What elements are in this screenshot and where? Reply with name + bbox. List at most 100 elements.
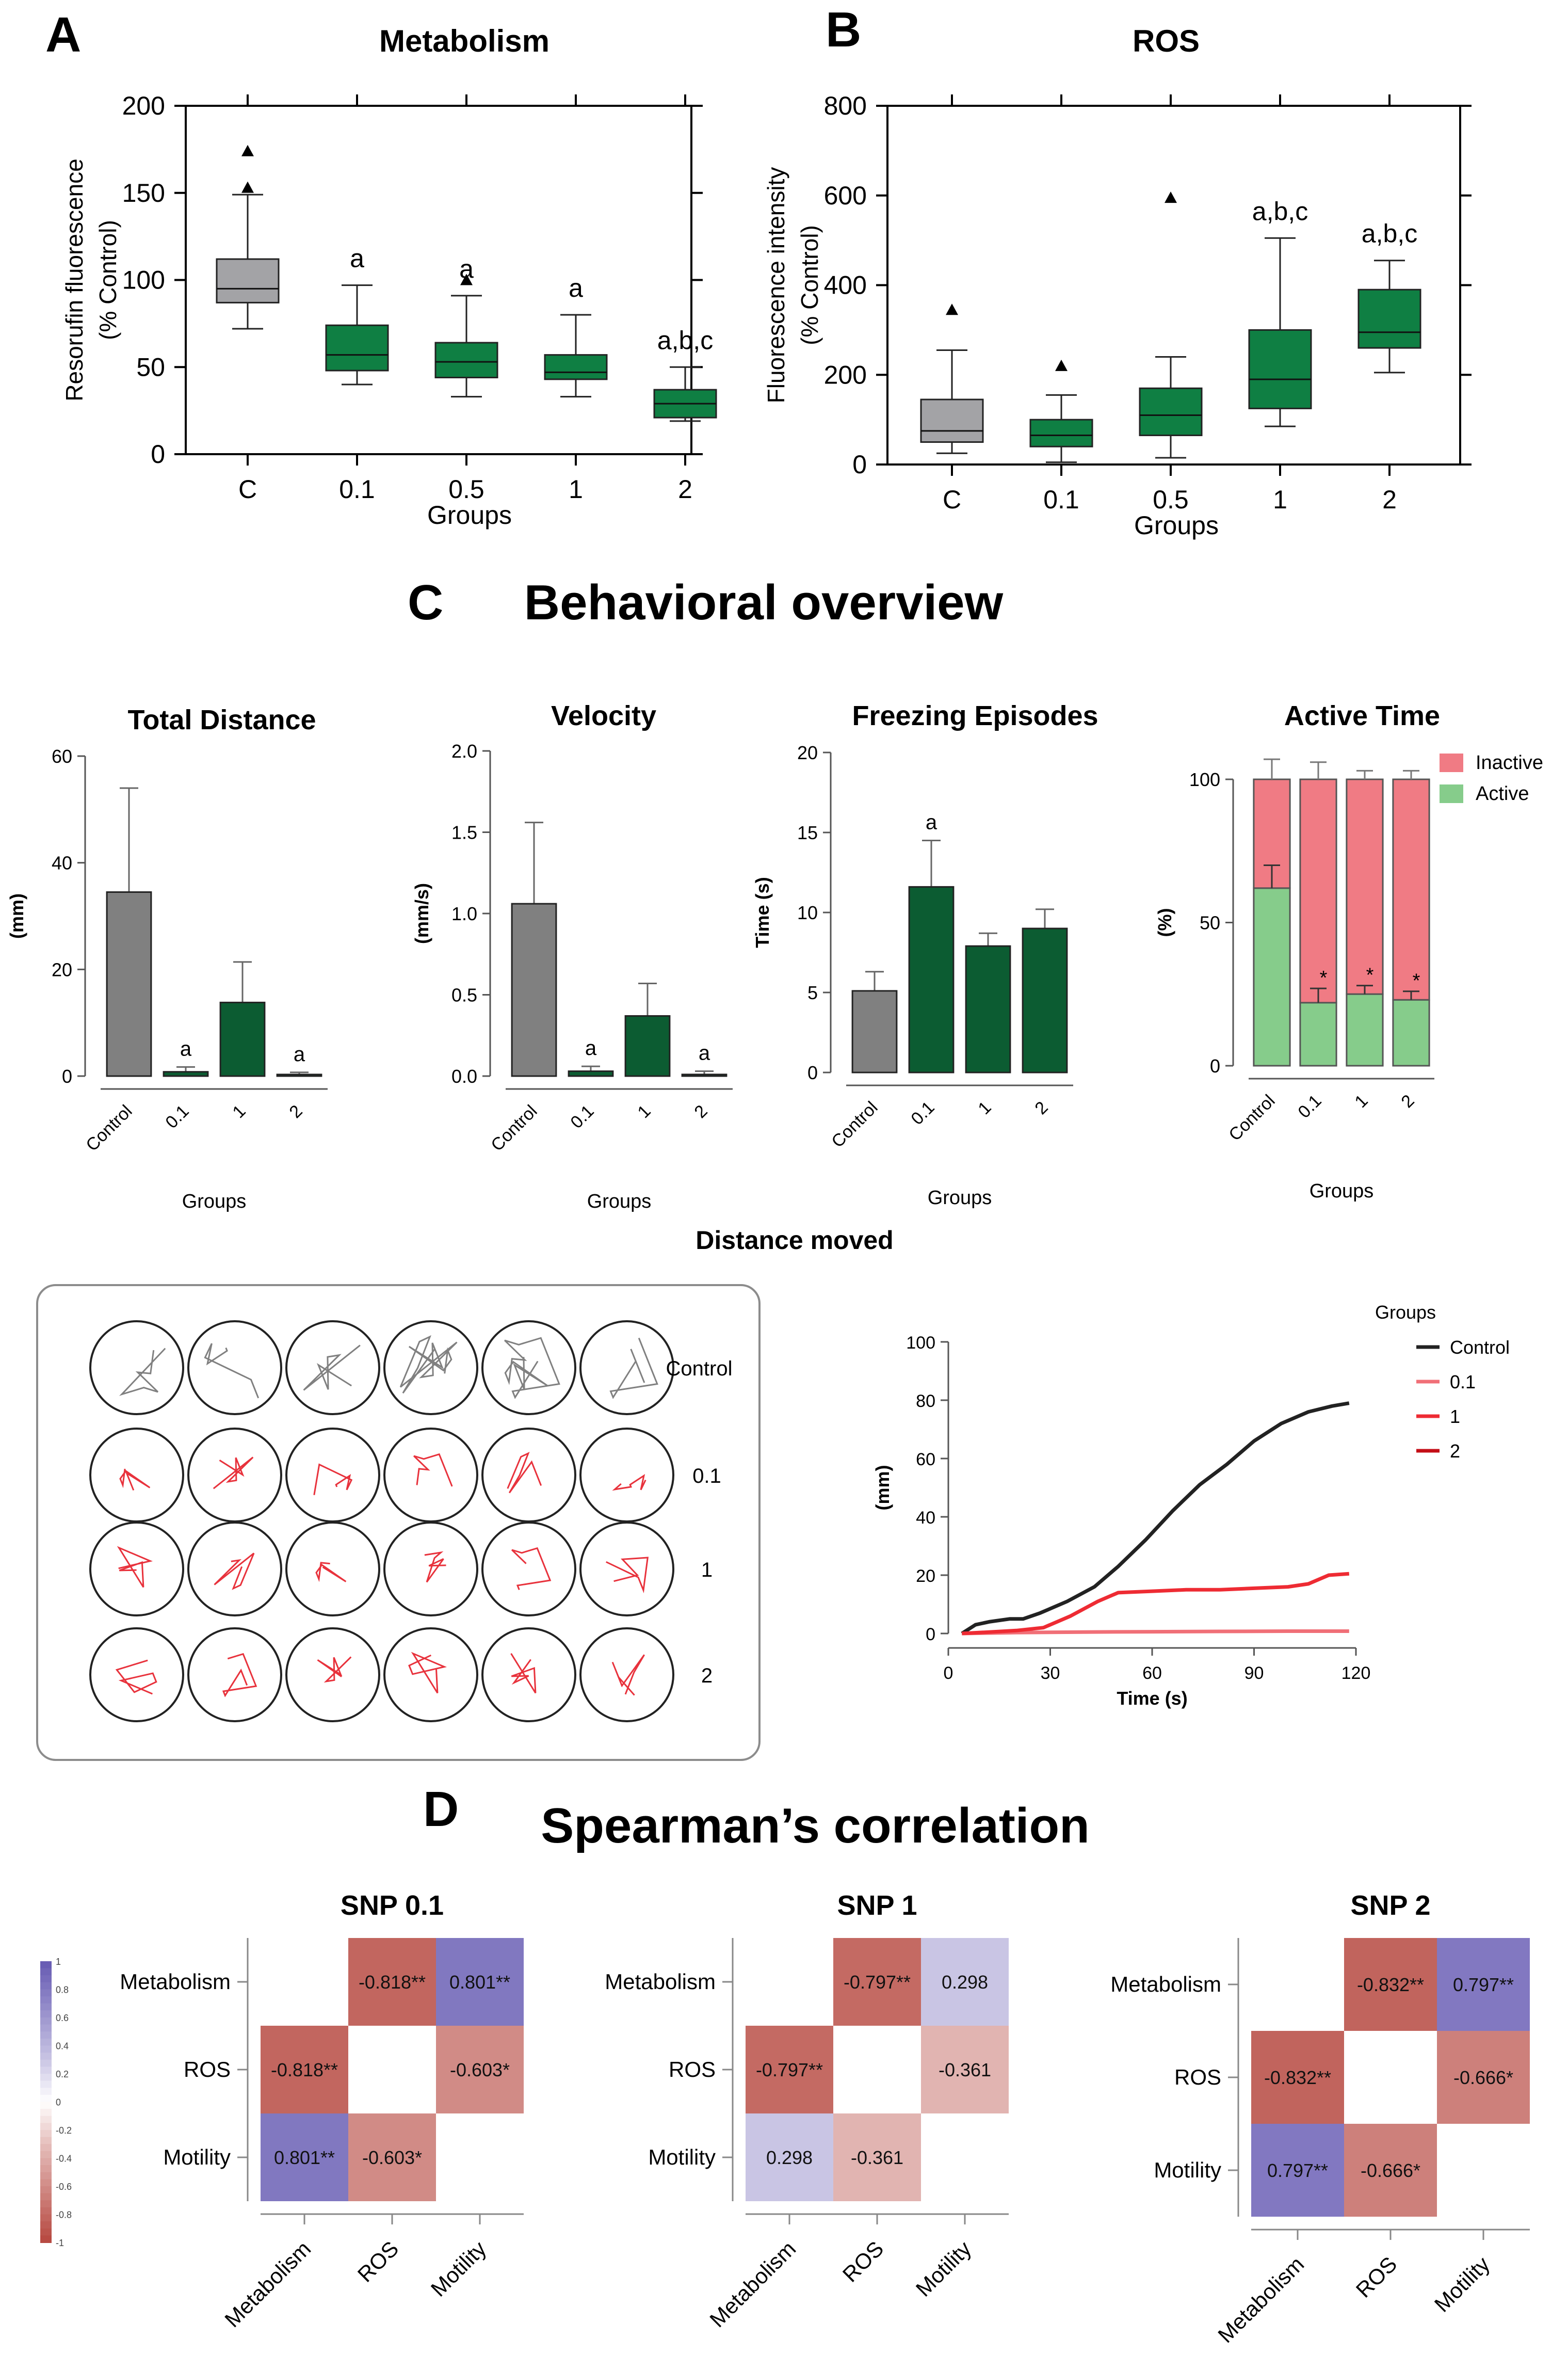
x-tick-label: 1 xyxy=(229,1101,249,1122)
significance-label: a,b,c xyxy=(1362,219,1417,248)
colorbar-segment xyxy=(40,2080,52,2089)
total-distance-bar-chart: Total Distance 0 20 40 60 (mm) Control a 0.1 1 a 2 G… xyxy=(6,704,328,1212)
heatmap-value: -0.818** xyxy=(359,1972,426,1993)
y-tick-label: 400 xyxy=(824,271,867,300)
x-tick-label: 2 xyxy=(285,1101,306,1122)
colorbar-segment xyxy=(40,1989,52,1997)
bar xyxy=(511,903,557,1077)
chart-title: ROS xyxy=(1133,24,1200,58)
freezing-episodes-bar-chart: Freezing Episodes 0 5 10 15 20 Time (s) Control… xyxy=(752,700,1098,1209)
x-tick-label: 30 xyxy=(1041,1663,1060,1683)
row-label: Metabolism xyxy=(605,1969,716,1994)
x-tick-label: 2 xyxy=(678,475,692,504)
x-tick-label: 0.1 xyxy=(567,1101,597,1132)
y-tick-label: 15 xyxy=(797,822,818,843)
x-axis-label: Groups xyxy=(1310,1180,1374,1202)
col-label: ROS xyxy=(353,2236,403,2287)
metabolism-box-plot: Metabolism 0 50 100 150 200 C 0.1 a 0.5 a 1 a 2 a,b,c G… xyxy=(61,24,717,530)
distance-moved-title: Distance moved xyxy=(696,1226,893,1255)
colorbar-segment xyxy=(40,2200,52,2208)
y-tick-label: 150 xyxy=(122,179,165,207)
heatmap-cell xyxy=(436,2113,524,2201)
heatmap-value: -0.361 xyxy=(851,2147,903,2168)
y-tick-label: 2.0 xyxy=(451,741,477,762)
arena-circle xyxy=(481,1627,576,1722)
x-axis-label: Groups xyxy=(427,501,512,530)
x-tick-label: 0.5 xyxy=(1153,485,1189,514)
significance-label: a xyxy=(926,811,937,834)
colorbar-segment xyxy=(40,2172,52,2180)
swim-track xyxy=(510,1653,537,1694)
heatmap-cell xyxy=(1344,2031,1437,2124)
swim-track xyxy=(511,1547,552,1590)
swim-track xyxy=(612,1473,646,1491)
box-iqr xyxy=(325,324,389,372)
colorbar-segment xyxy=(40,2074,52,2081)
colorbar-segment xyxy=(40,2144,52,2152)
colorbar-segment xyxy=(40,2024,52,2032)
row-label: Metabolism xyxy=(1110,1972,1221,1996)
significance-label: a xyxy=(699,1042,710,1065)
heatmap-cell xyxy=(746,2113,833,2201)
outlier-marker xyxy=(946,303,958,315)
colorbar-tick-label: 1 xyxy=(56,1957,61,1967)
y-axis-label: (%) xyxy=(1154,908,1175,937)
x-tick-label: 0.1 xyxy=(339,475,375,504)
heatmap-value: -0.797** xyxy=(756,2059,823,2080)
box-iqr xyxy=(920,398,984,443)
y-tick-label: 50 xyxy=(1200,912,1220,934)
row-label: ROS xyxy=(1174,2065,1221,2089)
panel-c-title: Behavioral overview xyxy=(524,575,1004,630)
colorbar-segment xyxy=(40,2130,52,2138)
y-axis-label-unit: (% Control) xyxy=(796,225,823,345)
heatmap-cell xyxy=(1344,1938,1437,2031)
colorbar-segment xyxy=(40,2207,52,2215)
swim-track xyxy=(222,1653,257,1697)
col-label: ROS xyxy=(838,2236,888,2287)
arena-circle xyxy=(579,1320,674,1415)
heatmap-cell xyxy=(436,2026,524,2113)
x-tick-label: 0 xyxy=(944,1663,953,1683)
significance-label: a xyxy=(180,1037,192,1060)
col-label: Motility xyxy=(426,2236,491,2301)
y-tick-label: 0 xyxy=(1210,1055,1220,1077)
y-tick-label: 800 xyxy=(824,91,867,120)
heatmap-value: -0.361 xyxy=(939,2059,991,2080)
snp-2-heatmap: SNP 2 -0.832** 0.797** -0.832** -0.666* 0.797… xyxy=(1110,1890,1530,2347)
legend-label: 1 xyxy=(1450,1406,1460,1427)
heatmap-cell xyxy=(833,2026,921,2113)
distance-moved-line-chart: 0 20 40 60 80 100 0 30 60 90 120 (mm) Time (s) Contro… xyxy=(872,1302,1510,1709)
arena-circle xyxy=(89,1320,184,1415)
heatmap-cell xyxy=(1437,2124,1530,2217)
x-axis-label: Time (s) xyxy=(1117,1688,1187,1709)
panel-d-title: Spearman’s correlation xyxy=(541,1798,1090,1853)
chart-title: Velocity xyxy=(551,700,656,731)
swim-track xyxy=(413,1453,453,1487)
heatmap-cell xyxy=(1344,2124,1437,2217)
significance-label: * xyxy=(1366,965,1374,986)
y-axis-label: (mm) xyxy=(6,893,27,939)
legend-swatch xyxy=(1440,784,1463,803)
heatmap-value: 0.801** xyxy=(274,2147,335,2168)
heatmap-cell xyxy=(833,2113,921,2201)
arena-circle xyxy=(383,1627,478,1722)
colorbar-segment xyxy=(40,2137,52,2145)
bar xyxy=(163,1071,209,1077)
correlation-color-scale: 1 0.8 0.6 0.4 0.2 0 -0.2 -0.4 -0.6 -0.8 -1 xyxy=(40,1957,72,2248)
significance-label: a xyxy=(459,254,474,283)
colorbar-segment xyxy=(40,2088,52,2095)
series-line xyxy=(961,1401,1350,1635)
y-tick-label: 60 xyxy=(52,746,72,767)
arena-circle xyxy=(89,1428,184,1523)
arena-circle xyxy=(285,1428,380,1523)
swim-track xyxy=(214,1552,255,1590)
colorbar-segment xyxy=(40,2193,52,2201)
box-iqr xyxy=(1029,419,1093,447)
track-row-label: 2 xyxy=(701,1664,713,1687)
heatmap-cell xyxy=(1437,1938,1530,2031)
y-axis-label: Fluorescence intensity xyxy=(763,167,789,404)
colorbar-segment xyxy=(40,1975,52,1983)
significance-label: a,b,c xyxy=(657,326,713,355)
arena-circle xyxy=(89,1627,184,1722)
box-iqr xyxy=(216,258,280,303)
